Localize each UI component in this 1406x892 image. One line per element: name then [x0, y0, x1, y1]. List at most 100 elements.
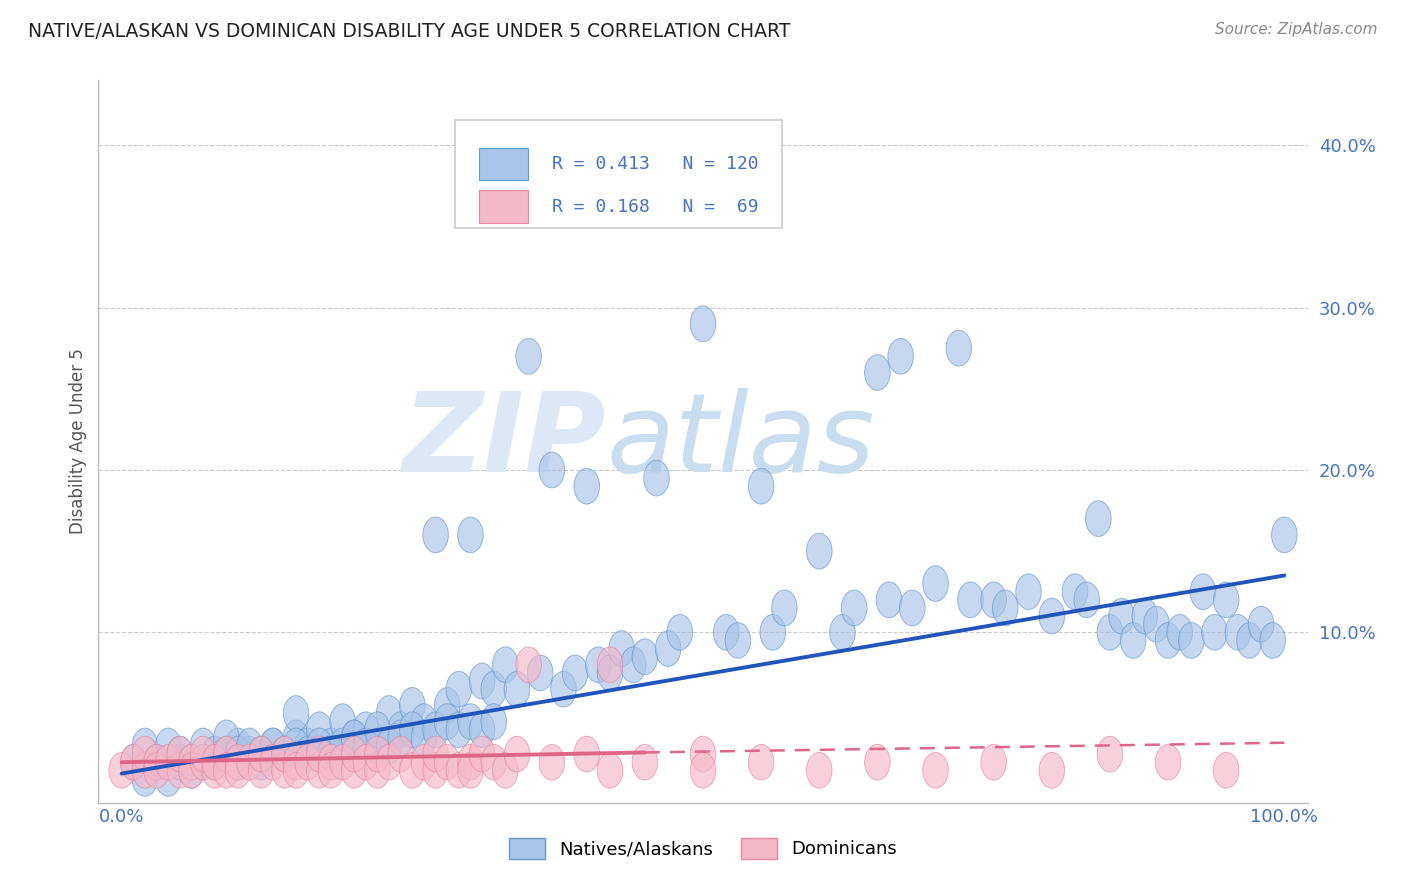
Ellipse shape: [236, 736, 263, 772]
Ellipse shape: [388, 720, 413, 756]
Ellipse shape: [342, 736, 367, 772]
Ellipse shape: [342, 753, 367, 789]
Ellipse shape: [922, 753, 948, 789]
Ellipse shape: [364, 712, 391, 747]
Ellipse shape: [318, 753, 343, 789]
Ellipse shape: [957, 582, 983, 617]
Ellipse shape: [260, 728, 285, 764]
Ellipse shape: [225, 736, 250, 772]
FancyBboxPatch shape: [456, 120, 782, 228]
Ellipse shape: [761, 615, 786, 650]
Ellipse shape: [1202, 615, 1227, 650]
Ellipse shape: [132, 761, 157, 797]
Ellipse shape: [633, 744, 658, 780]
Ellipse shape: [249, 744, 274, 780]
Ellipse shape: [1213, 753, 1239, 789]
Ellipse shape: [1109, 599, 1135, 634]
Ellipse shape: [214, 720, 239, 756]
Bar: [479, 148, 527, 180]
Ellipse shape: [318, 744, 343, 780]
Ellipse shape: [411, 744, 437, 780]
Ellipse shape: [1237, 623, 1263, 658]
Ellipse shape: [946, 330, 972, 366]
Ellipse shape: [364, 753, 391, 789]
Ellipse shape: [1097, 615, 1123, 650]
Ellipse shape: [295, 736, 321, 772]
Ellipse shape: [446, 672, 471, 707]
Ellipse shape: [423, 712, 449, 747]
Ellipse shape: [236, 728, 263, 764]
Ellipse shape: [1063, 574, 1088, 609]
Ellipse shape: [307, 753, 332, 789]
Text: R = 0.168   N =  69: R = 0.168 N = 69: [551, 197, 758, 216]
Ellipse shape: [190, 744, 217, 780]
Ellipse shape: [283, 728, 309, 764]
Ellipse shape: [202, 744, 228, 780]
Ellipse shape: [121, 744, 146, 780]
Ellipse shape: [295, 728, 321, 764]
Ellipse shape: [167, 736, 193, 772]
Ellipse shape: [167, 744, 193, 780]
Ellipse shape: [156, 744, 181, 780]
Ellipse shape: [1178, 623, 1204, 658]
Ellipse shape: [609, 631, 634, 666]
Ellipse shape: [132, 728, 157, 764]
Ellipse shape: [260, 728, 285, 764]
Ellipse shape: [353, 712, 378, 747]
Ellipse shape: [225, 753, 250, 789]
Ellipse shape: [225, 744, 250, 780]
Ellipse shape: [446, 712, 471, 747]
Ellipse shape: [1156, 623, 1181, 658]
Ellipse shape: [551, 672, 576, 707]
Ellipse shape: [690, 753, 716, 789]
Ellipse shape: [1225, 615, 1250, 650]
Ellipse shape: [156, 761, 181, 797]
Ellipse shape: [307, 736, 332, 772]
Ellipse shape: [516, 647, 541, 682]
Ellipse shape: [318, 736, 343, 772]
Bar: [479, 190, 527, 223]
Ellipse shape: [249, 736, 274, 772]
Ellipse shape: [377, 744, 402, 780]
Ellipse shape: [307, 712, 332, 747]
Ellipse shape: [981, 744, 1007, 780]
Ellipse shape: [981, 582, 1007, 617]
Ellipse shape: [690, 736, 716, 772]
Ellipse shape: [748, 744, 773, 780]
Ellipse shape: [458, 744, 484, 780]
Ellipse shape: [562, 655, 588, 690]
Ellipse shape: [434, 744, 460, 780]
Ellipse shape: [399, 712, 425, 747]
Ellipse shape: [748, 468, 773, 504]
Ellipse shape: [271, 736, 297, 772]
Ellipse shape: [271, 736, 297, 772]
Ellipse shape: [505, 672, 530, 707]
Text: NATIVE/ALASKAN VS DOMINICAN DISABILITY AGE UNDER 5 CORRELATION CHART: NATIVE/ALASKAN VS DOMINICAN DISABILITY A…: [28, 22, 790, 41]
Ellipse shape: [411, 704, 437, 739]
Ellipse shape: [1039, 599, 1064, 634]
Ellipse shape: [1097, 736, 1123, 772]
Ellipse shape: [1143, 607, 1170, 642]
Ellipse shape: [434, 704, 460, 739]
Ellipse shape: [772, 591, 797, 626]
Ellipse shape: [190, 728, 217, 764]
Ellipse shape: [830, 615, 855, 650]
Ellipse shape: [841, 591, 868, 626]
Ellipse shape: [505, 736, 530, 772]
Ellipse shape: [214, 753, 239, 789]
Ellipse shape: [388, 712, 413, 747]
Ellipse shape: [377, 728, 402, 764]
Ellipse shape: [492, 647, 519, 682]
Ellipse shape: [1085, 500, 1111, 536]
Ellipse shape: [1189, 574, 1216, 609]
Ellipse shape: [690, 306, 716, 342]
Ellipse shape: [492, 753, 519, 789]
Ellipse shape: [225, 744, 250, 780]
Ellipse shape: [423, 753, 449, 789]
Ellipse shape: [271, 736, 297, 772]
Ellipse shape: [470, 736, 495, 772]
Legend: Natives/Alaskans, Dominicans: Natives/Alaskans, Dominicans: [502, 830, 904, 866]
Ellipse shape: [527, 655, 553, 690]
Ellipse shape: [167, 753, 193, 789]
Ellipse shape: [190, 744, 217, 780]
